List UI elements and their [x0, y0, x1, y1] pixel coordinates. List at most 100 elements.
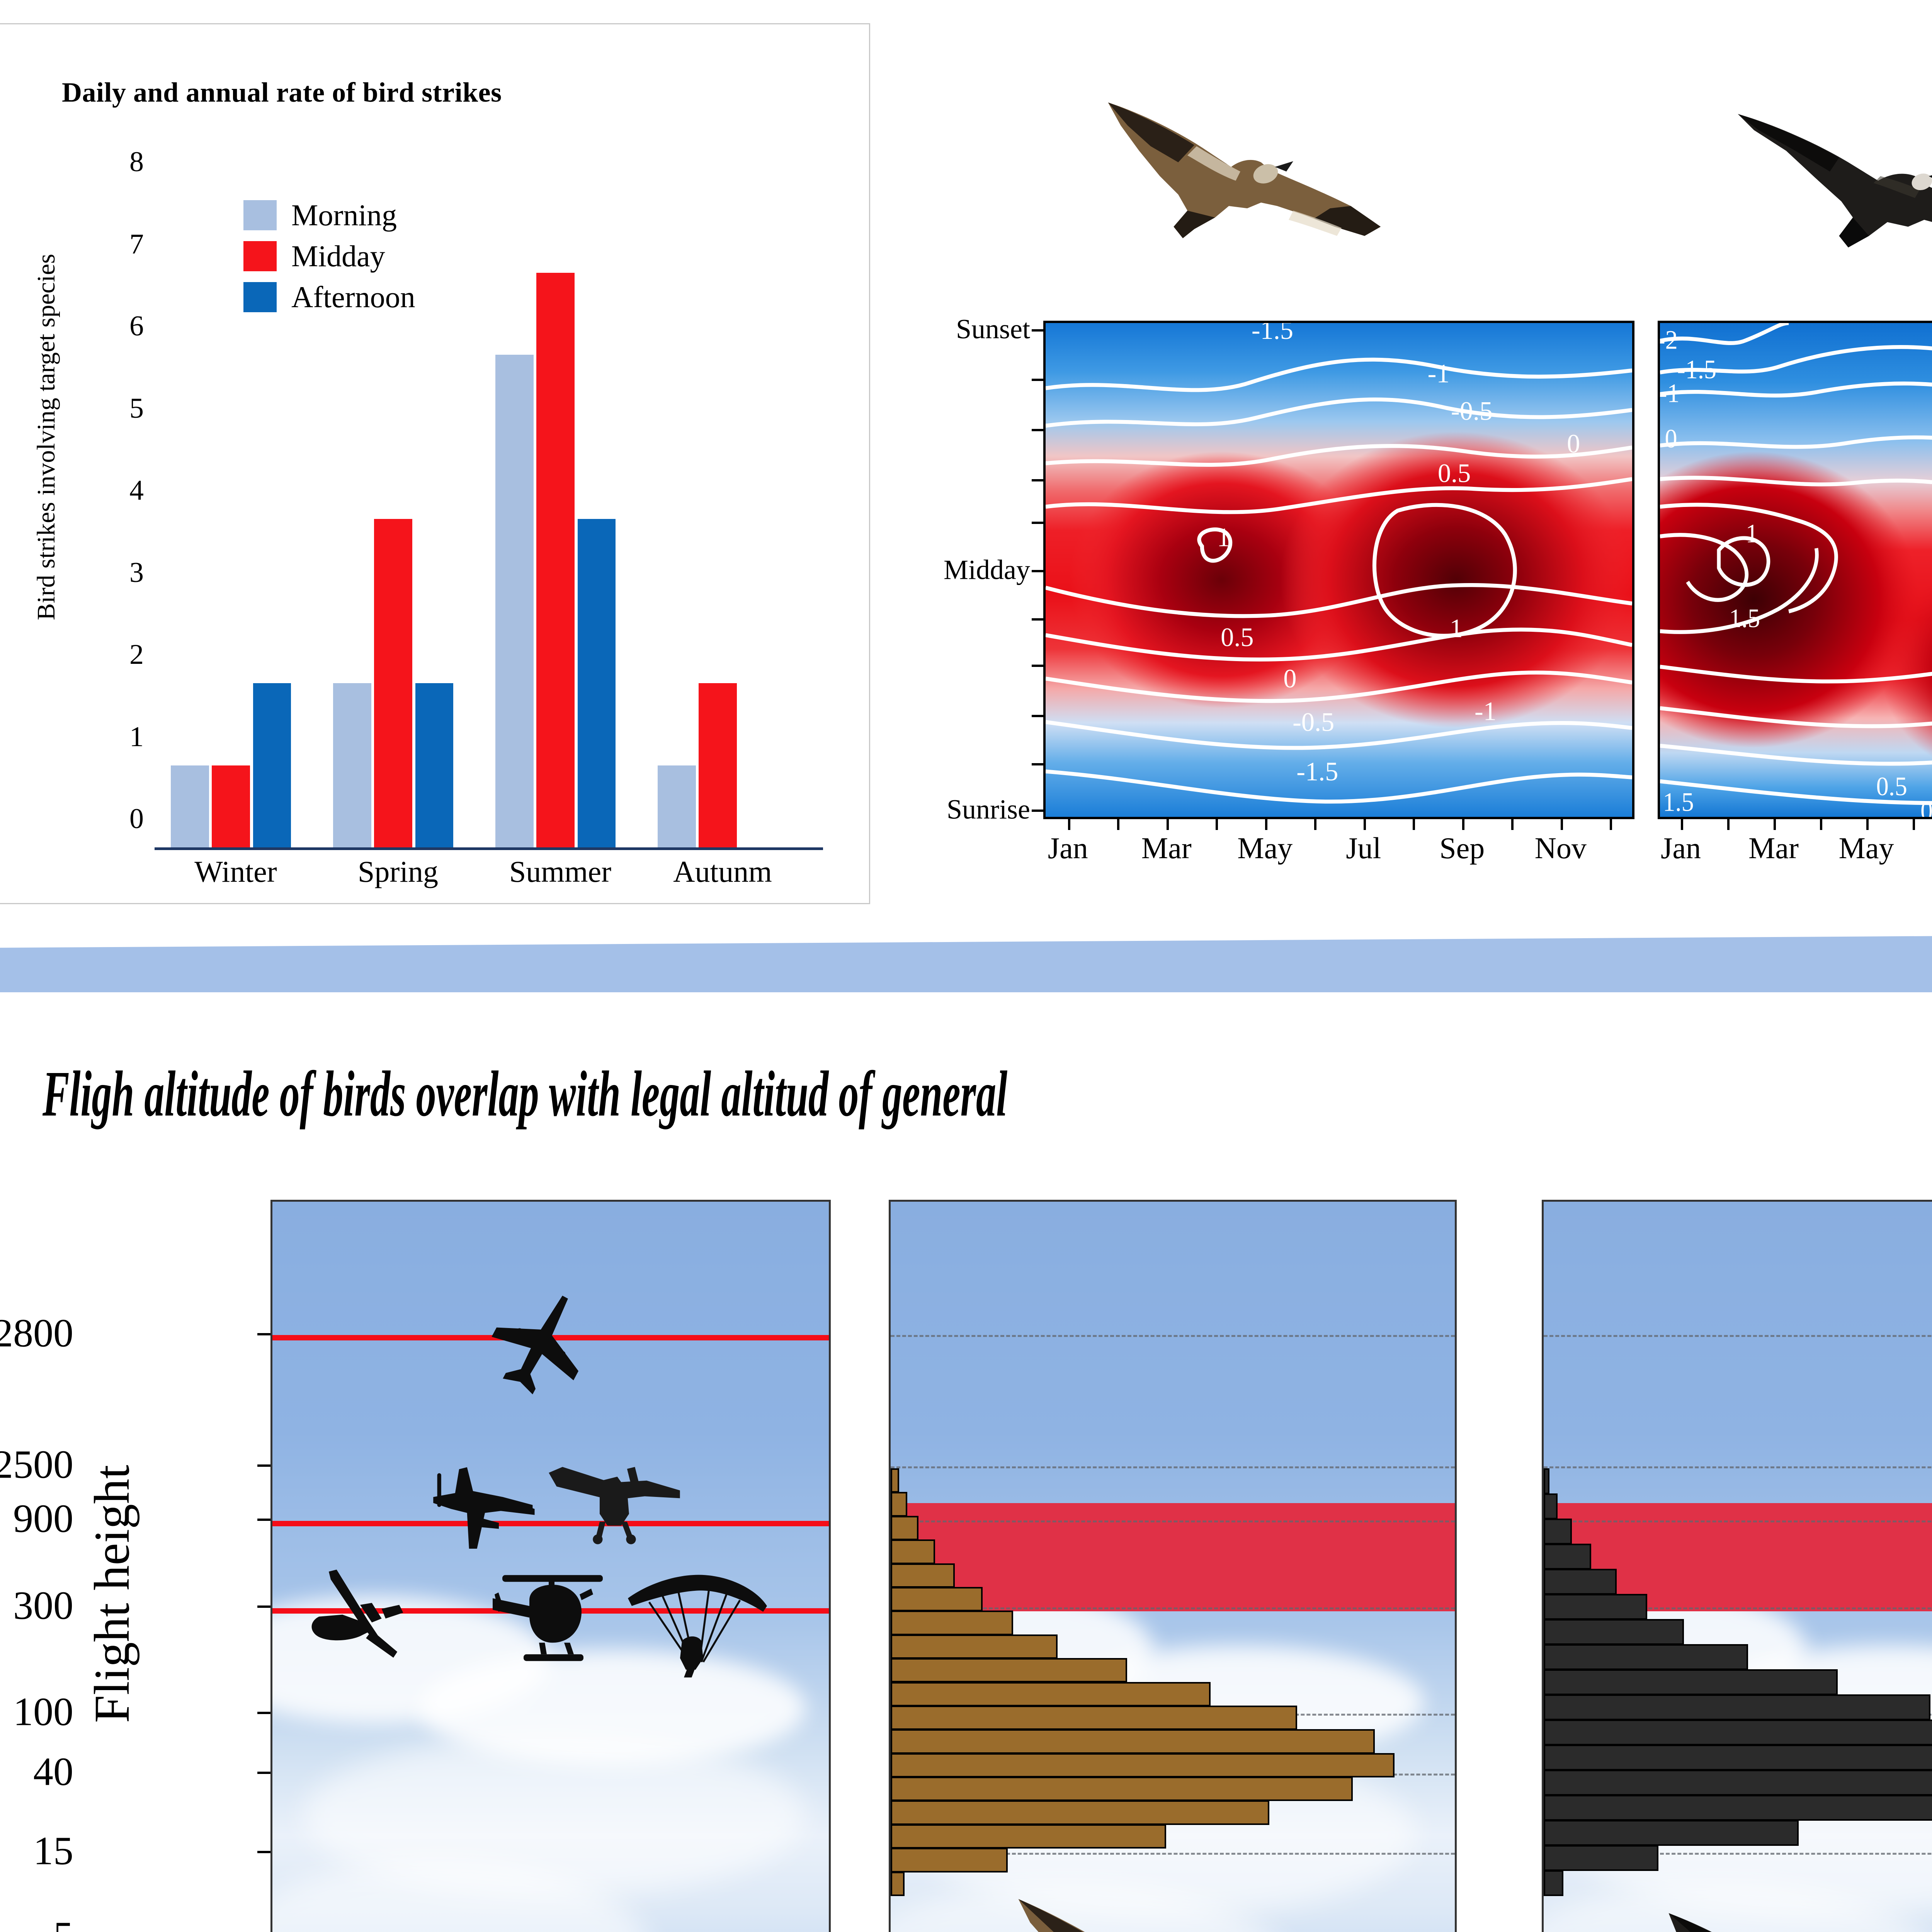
histogram-bar	[891, 1492, 908, 1517]
light-aircraft-silhouette	[543, 1457, 690, 1546]
bar-y-tick-label: 2	[129, 639, 144, 670]
bar-y-tick-label: 8	[129, 146, 144, 178]
gridline	[1544, 1335, 1932, 1337]
histogram-bar	[891, 1682, 1211, 1706]
bottom-section-title: Fligh altitude of birds overlap with leg…	[43, 1058, 1008, 1130]
svg-text:1: 1	[1746, 519, 1758, 548]
bar-legend-item-midday: Midday	[243, 241, 415, 271]
contour-x-tickmark	[1068, 819, 1070, 830]
bar-midday-spring	[374, 519, 412, 847]
gridline	[1544, 1520, 1932, 1522]
contour-y-tickmark	[1032, 522, 1043, 524]
contour-x-tickmark	[1560, 819, 1563, 830]
flight-y-tickmark-2500	[257, 1464, 270, 1467]
svg-text:0: 0	[1920, 797, 1932, 817]
contour-x-tickmark	[1117, 819, 1120, 830]
gridline	[891, 1335, 1455, 1337]
histogram-bar	[1544, 1669, 1838, 1695]
hang-glider-silhouette	[620, 1569, 775, 1681]
svg-text:-0.5: -0.5	[1451, 396, 1493, 425]
contour-month-nov-1: Nov	[1534, 831, 1587, 865]
svg-text:-1.5: -1.5	[1252, 323, 1293, 345]
bar-chart-x-axis	[155, 847, 823, 850]
histogram-bar	[891, 1871, 905, 1896]
bar-y-tick-label: 5	[129, 392, 144, 424]
histogram-bar	[1544, 1468, 1549, 1494]
histogram-bar	[1544, 1694, 1930, 1720]
contour-x-tickmark	[1866, 819, 1869, 830]
contour-x-tickmark	[1820, 819, 1822, 830]
legend-swatch-midday	[243, 241, 277, 271]
gridline	[1544, 1607, 1932, 1609]
svg-text:-1.5: -1.5	[1677, 355, 1716, 384]
contour-x-tickmark	[1265, 819, 1267, 830]
contour-month-jul-1: Jul	[1346, 831, 1381, 865]
gridline	[891, 1853, 1455, 1855]
bar-midday-autunm	[699, 683, 737, 847]
flight-y-tick-15: 15	[33, 1828, 73, 1873]
bar-y-tick-label: 7	[129, 228, 144, 260]
histogram-bar	[1544, 1644, 1748, 1670]
svg-text:-1.5: -1.5	[1296, 757, 1338, 786]
svg-text:0.5: 0.5	[1221, 622, 1253, 652]
flight-y-tick-5: 5	[53, 1913, 73, 1932]
contour-x-tickmark	[1363, 819, 1366, 830]
flight-y-tick-12800: 12800	[0, 1311, 73, 1355]
gridline	[891, 1520, 1455, 1522]
helicopter-silhouette	[485, 1569, 620, 1681]
histogram-bar	[1544, 1745, 1932, 1770]
griffon-vulture-photo	[1066, 66, 1414, 313]
bar-y-tick-label: 6	[129, 310, 144, 342]
svg-text:-1: -1	[1660, 379, 1680, 408]
contour-x-tickmark	[1774, 819, 1776, 830]
histogram-bar	[1544, 1519, 1572, 1544]
contour-x-tickmark	[1913, 819, 1915, 830]
bar-afternoon-summer	[577, 519, 616, 847]
contour-y-tick-midday: Midday	[944, 554, 1030, 585]
histogram-bar	[891, 1800, 1269, 1825]
contour-y-tickmark	[1032, 329, 1043, 332]
black-vulture-histogram-panel	[1542, 1200, 1932, 1932]
legend-label-afternoon: Afternoon	[291, 280, 415, 314]
svg-text:-1: -1	[1428, 359, 1450, 388]
bar-chart-plot-area: 0 1 2 3 4 5 6 7 8	[129, 148, 804, 847]
contour-x-tickmark	[1166, 819, 1169, 830]
bar-chart-y-axis-label: Bird strikes involving target species	[32, 253, 60, 621]
svg-text:1: 1	[1217, 522, 1230, 552]
flight-y-tickmark-300	[257, 1605, 270, 1608]
gridline	[891, 1607, 1455, 1609]
griffon-vulture-histogram-panel	[889, 1200, 1457, 1932]
contour-month-jan-1: Jan	[1048, 831, 1088, 865]
histogram-bar	[891, 1587, 983, 1612]
contour-x-tickmark	[1462, 819, 1464, 830]
legal-altitude-line-900	[272, 1521, 829, 1526]
bar-x-category-summer: Summer	[509, 855, 612, 888]
histogram-bar	[891, 1539, 935, 1564]
contour-y-tickmark	[1032, 665, 1043, 667]
contour-y-tickmark	[1032, 379, 1043, 381]
gridline	[891, 1466, 1455, 1468]
bar-legend-item-afternoon: Afternoon	[243, 282, 415, 312]
svg-text:1: 1	[1450, 613, 1463, 643]
bar-midday-winter	[212, 765, 250, 847]
histogram-bar	[891, 1729, 1375, 1754]
histogram-bar	[891, 1611, 1013, 1635]
svg-text:0: 0	[1665, 424, 1677, 454]
svg-text:-0.5: -0.5	[1293, 707, 1334, 736]
bar-y-tick-label: 0	[129, 803, 144, 835]
legend-label-midday: Midday	[291, 239, 385, 273]
bar-morning-autunm	[658, 765, 696, 847]
airliner-silhouette	[477, 1285, 605, 1401]
bar-x-category-spring: Spring	[357, 855, 439, 888]
legend-swatch-morning	[243, 200, 277, 230]
contour-month-may-2: May	[1838, 831, 1894, 865]
histogram-bar	[891, 1705, 1297, 1730]
bar-morning-summer	[495, 355, 534, 847]
bar-x-category-autunm: Autunm	[673, 855, 772, 888]
histogram-bar	[1544, 1493, 1558, 1519]
contour-month-sep-1: Sep	[1439, 831, 1485, 865]
flight-height-axis-label: Flight height	[84, 1464, 140, 1723]
contour-plot-1: -1.5 -1 -0.5 0 0.5 1 1 0.5 0 -0.5 -1 -1.…	[1043, 321, 1634, 819]
histogram-bar	[891, 1824, 1167, 1849]
contour-y-tickmark	[1032, 479, 1043, 481]
